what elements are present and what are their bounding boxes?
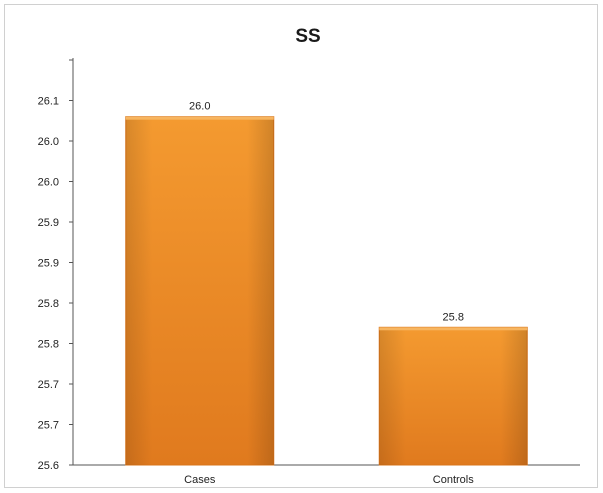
y-tick-label: 26.1	[38, 96, 59, 108]
y-tick-label: 25.7	[38, 379, 59, 391]
y-tick-label: 25.6	[38, 460, 59, 472]
y-tick-label: 25.9	[38, 217, 59, 229]
bar-shading	[125, 116, 274, 465]
y-tick-label: 26.0	[38, 136, 59, 148]
y-tick-label: 25.8	[38, 298, 59, 310]
bar-shading	[379, 327, 528, 465]
data-label: 25.8	[443, 311, 464, 323]
y-tick-label: 25.8	[38, 339, 59, 351]
y-tick-label: 25.7	[38, 420, 59, 432]
bars	[125, 116, 528, 466]
y-tick-label: 26.0	[38, 177, 59, 189]
chart-title: SS	[295, 26, 320, 47]
x-axis-labels: Cases Controls	[184, 474, 474, 486]
x-tick-label: Cases	[184, 474, 216, 486]
x-tick-label: Controls	[433, 474, 474, 486]
data-labels: 26.0 25.8	[189, 101, 464, 324]
y-tick-label: 25.9	[38, 258, 59, 270]
y-axis-ticks: 25.6 25.7 25.7 25.8 25.8 25.9 25.9 26.0 26.0 26.1	[38, 59, 73, 472]
bar-top-highlight	[125, 116, 274, 120]
data-label: 26.0	[189, 101, 210, 113]
bar-top-highlight	[379, 327, 528, 331]
